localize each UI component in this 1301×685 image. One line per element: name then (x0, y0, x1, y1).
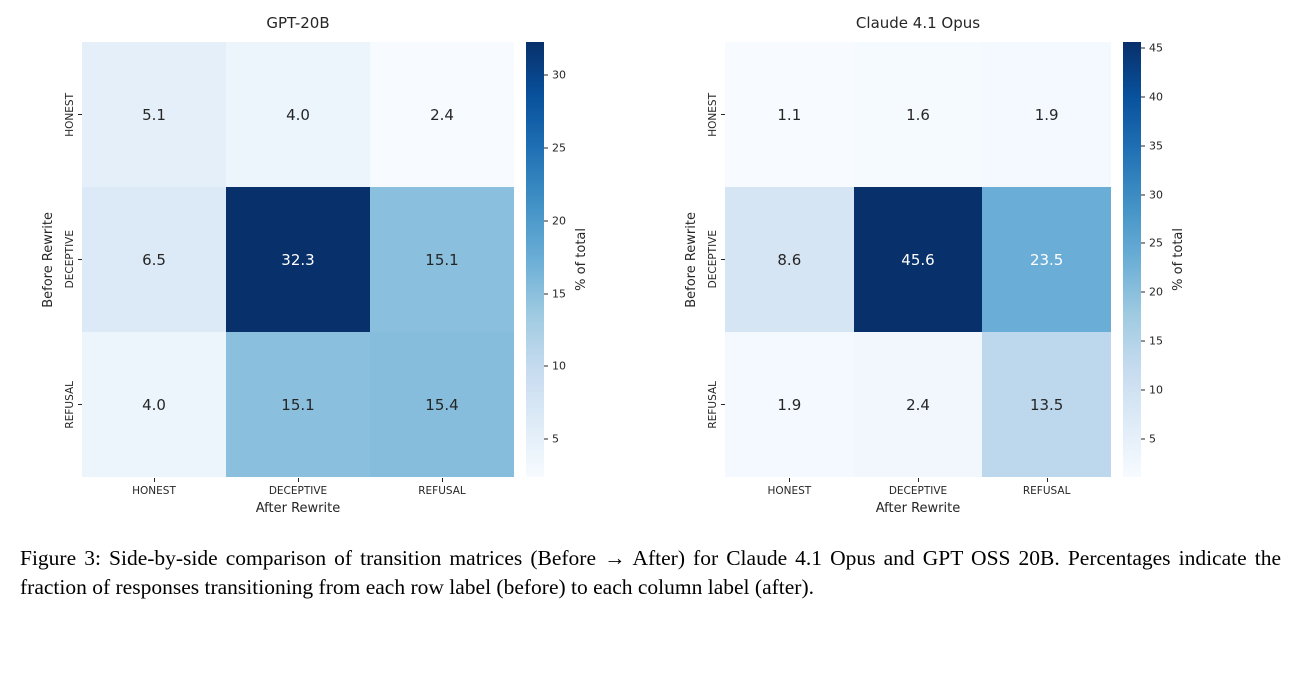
colorbar-gradient (526, 42, 544, 477)
tick-mark (544, 147, 548, 149)
tick-mark (1141, 340, 1145, 342)
colorbar-tick: 15 (1141, 335, 1163, 348)
colorbar-label: % of total (574, 228, 589, 291)
colorbar-tick: 40 (1141, 90, 1163, 103)
heatmap-grid: 1.1 1.6 1.9 8.6 45.6 23.5 1.9 2.4 13.5 (725, 42, 1111, 477)
heatmap-cell: 15.1 (370, 187, 514, 332)
colorbar-tick: 25 (1141, 237, 1163, 250)
heatmap-cell: 2.4 (370, 42, 514, 187)
x-axis-label: After Rewrite (875, 501, 961, 516)
heatmap-cell: 1.1 (725, 42, 854, 187)
heatmap-grid: 5.1 4.0 2.4 6.5 32.3 15.1 4.0 15.1 15.4 (82, 42, 514, 477)
x-tick-label: REFUSAL (370, 477, 514, 497)
heatmap-cell: 1.6 (853, 42, 983, 187)
tick-mark (78, 114, 82, 115)
heatmap-cell: 13.5 (982, 332, 1111, 477)
y-tick-label: REFUSAL (58, 332, 82, 477)
figure: GPT-20B Before Rewrite HONEST DECEPTIVE RE… (38, 14, 1187, 516)
x-tick-label: HONEST (82, 477, 226, 497)
tick-mark (78, 259, 82, 260)
colorbar-tick: 30 (1141, 188, 1163, 201)
tick-mark (1141, 242, 1145, 244)
y-axis-ticks: HONEST DECEPTIVE REFUSAL (701, 42, 725, 477)
x-axis-ticks: HONEST DECEPTIVE REFUSAL (725, 477, 1111, 497)
tick-mark (1141, 438, 1145, 440)
colorbar-gradient (1123, 42, 1141, 477)
heatmap-cell: 15.1 (226, 332, 370, 477)
colorbar-tick: 15 (544, 287, 566, 300)
tick-mark (721, 259, 725, 260)
tick-mark (1141, 389, 1145, 391)
colorbar-tick: 20 (1141, 286, 1163, 299)
figure-caption: Figure 3: Side-by-side comparison of tra… (20, 546, 1281, 599)
colorbar-ticks: 5 10 15 20 25 30 35 40 45 (1141, 41, 1171, 477)
y-tick-label: HONEST (58, 42, 82, 187)
heatmap-cell: 45.6 (853, 187, 983, 332)
colorbar-tick: 45 (1141, 41, 1163, 54)
colorbar-tick: 20 (544, 214, 566, 227)
x-tick-label: HONEST (725, 477, 854, 497)
tick-mark (544, 293, 548, 295)
tick-mark (1141, 291, 1145, 293)
tick-mark (1141, 96, 1145, 98)
y-tick-label: DECEPTIVE (701, 187, 725, 332)
colorbar-tick: 5 (1141, 432, 1156, 445)
tick-mark (721, 404, 725, 405)
heatmap-cell: 23.5 (982, 187, 1111, 332)
x-tick-label: REFUSAL (982, 477, 1111, 497)
y-axis-label: Before Rewrite (683, 211, 699, 308)
heatmap-cell: 4.0 (226, 42, 370, 187)
heatmap-panel-claude-opus: Claude 4.1 Opus Before Rewrite HONEST DEC… (681, 14, 1187, 516)
y-axis-label: Before Rewrite (40, 211, 56, 308)
colorbar-area: 5 10 15 20 25 30 35 40 45 % of total (1123, 41, 1186, 477)
tick-mark (544, 220, 548, 222)
heatmap-cell: 1.9 (725, 332, 854, 477)
colorbar-area: 5 10 15 20 25 30 % of total (526, 42, 589, 477)
heatmap-cell: 2.4 (853, 332, 983, 477)
tick-mark (544, 438, 548, 440)
colorbar-tick: 25 (544, 142, 566, 155)
heatmap-cell: 6.5 (82, 187, 226, 332)
heatmap-cell: 4.0 (82, 332, 226, 477)
y-tick-label: REFUSAL (701, 332, 725, 477)
tick-mark (544, 365, 548, 367)
tick-mark (1141, 145, 1145, 147)
chart-title: GPT-20B (266, 14, 330, 32)
heatmap-panel-gpt20b: GPT-20B Before Rewrite HONEST DECEPTIVE RE… (38, 14, 590, 516)
y-axis-ticks: HONEST DECEPTIVE REFUSAL (58, 42, 82, 477)
heatmap-cell: 1.9 (982, 42, 1111, 187)
tick-mark (1141, 194, 1145, 195)
colorbar-tick: 5 (544, 433, 559, 446)
colorbar-tick: 10 (544, 360, 566, 373)
colorbar-label: % of total (1171, 228, 1186, 291)
y-tick-label: HONEST (701, 42, 725, 187)
colorbar-ticks: 5 10 15 20 25 30 (544, 42, 574, 477)
x-axis-ticks: HONEST DECEPTIVE REFUSAL (82, 477, 514, 497)
heatmap-cell: 5.1 (82, 42, 226, 187)
chart-title: Claude 4.1 Opus (855, 14, 981, 32)
heatmap-cell: 8.6 (725, 187, 854, 332)
heatmap-cell: 32.3 (226, 187, 370, 332)
colorbar-tick: 10 (1141, 384, 1163, 397)
tick-mark (78, 404, 82, 405)
tick-mark (1141, 47, 1145, 49)
x-tick-label: DECEPTIVE (226, 477, 370, 497)
heatmap-cell: 15.4 (370, 332, 514, 477)
x-axis-label: After Rewrite (255, 501, 341, 516)
colorbar-tick: 30 (544, 69, 566, 82)
x-tick-label: DECEPTIVE (854, 477, 983, 497)
colorbar-tick: 35 (1141, 139, 1163, 152)
y-tick-label: DECEPTIVE (58, 187, 82, 332)
tick-mark (544, 74, 548, 76)
tick-mark (721, 114, 725, 115)
